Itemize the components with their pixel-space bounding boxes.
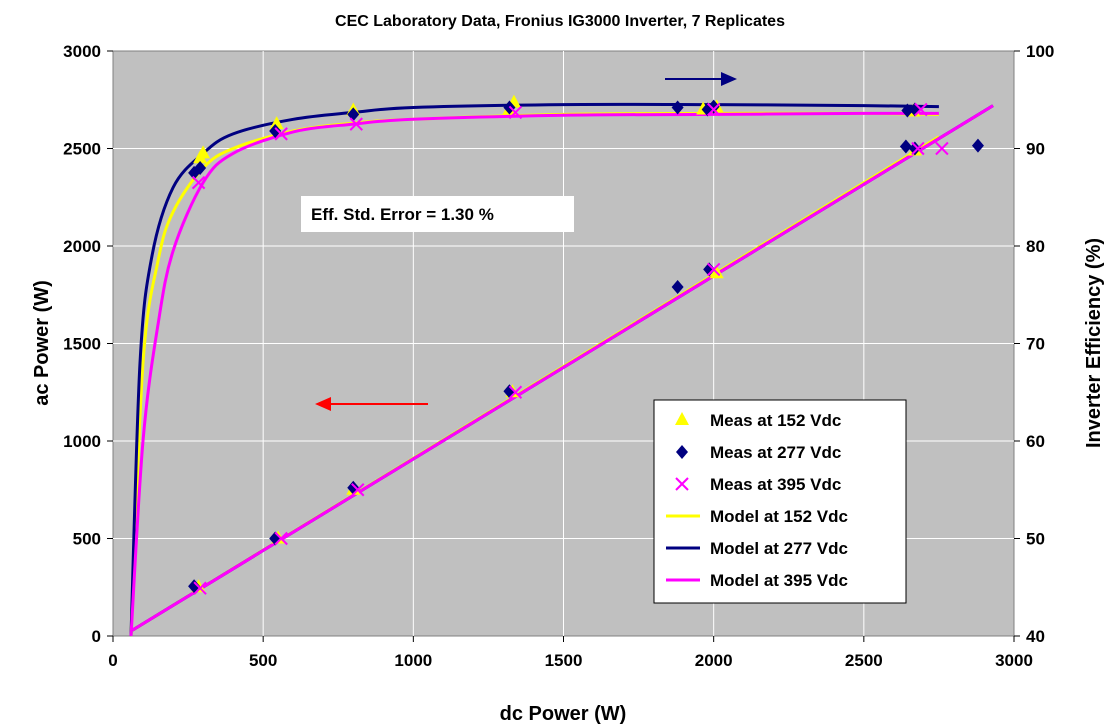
y2-tick-label: 70	[1026, 335, 1045, 354]
y-tick-label: 3000	[63, 42, 101, 61]
efficiency-point	[269, 123, 282, 138]
power-point	[899, 139, 912, 154]
x-axis: 0 500 1000 1500 2000 2500 3000	[108, 636, 1033, 670]
y2-tick-label: 90	[1026, 140, 1045, 159]
power-point	[508, 385, 523, 399]
annotation-text: Eff. Std. Error = 1.30 %	[311, 205, 494, 224]
x-tick-label: 500	[249, 651, 277, 670]
y-tick-label: 2000	[63, 237, 101, 256]
x-tick-label: 2500	[845, 651, 883, 670]
efficiency-point	[194, 161, 207, 175]
power-point	[971, 138, 984, 153]
y-tick-label: 500	[73, 530, 101, 549]
x-tick-label: 3000	[995, 651, 1033, 670]
y-tick-label: 1000	[63, 432, 101, 451]
measured-markers	[188, 94, 984, 595]
efficiency-point	[349, 117, 363, 131]
y2-tick-label: 60	[1026, 432, 1045, 451]
legend-swatch	[675, 412, 689, 425]
arrow-right-efficiency	[665, 72, 737, 86]
legend-label: Model at 152 Vdc	[710, 507, 848, 526]
y-axis: 0 500 1000 1500 2000 2500 3000	[63, 42, 113, 646]
legend-entry-meas-at-277-vdc: Meas at 277 Vdc	[676, 443, 841, 462]
efficiency-point	[269, 116, 284, 130]
y-tick-label: 1500	[63, 335, 101, 354]
power-point	[351, 483, 365, 497]
legend-label: Meas at 152 Vdc	[710, 411, 841, 430]
power-point	[703, 262, 716, 277]
power-point	[671, 279, 684, 294]
legend-entry-model-at-395-vdc: Model at 395 Vdc	[666, 571, 848, 590]
efficiency-point	[706, 102, 721, 117]
power-line-model-at-395-vdc	[131, 104, 994, 632]
efficiency-point	[901, 103, 914, 118]
y2-tick-label: 50	[1026, 530, 1045, 549]
legend: Meas at 152 Vdc Meas at 277 Vdc Meas at 39…	[653, 399, 907, 604]
chart-title: CEC Laboratory Data, Fronius IG3000 Inve…	[335, 13, 785, 30]
y2-tick-label: 100	[1026, 42, 1054, 61]
power-point	[706, 262, 721, 277]
y-tick-label: 2500	[63, 140, 101, 159]
legend-entry-model-at-152-vdc: Model at 152 Vdc	[666, 507, 848, 526]
legend-label: Meas at 277 Vdc	[710, 443, 841, 462]
efficiency-point	[508, 105, 523, 120]
legend-swatch	[676, 445, 688, 459]
power-point	[274, 531, 288, 546]
y-tick-label: 0	[92, 627, 101, 646]
y2-axis-label: Inverter Efficiency (%)	[1083, 238, 1105, 448]
y2-axis: 40 50 60 70 80 90 100	[1014, 42, 1054, 646]
x-tick-label: 0	[108, 651, 117, 670]
x-tick-label: 2000	[695, 651, 733, 670]
x-tick-label: 1000	[394, 651, 432, 670]
legend-entry-model-at-277-vdc: Model at 277 Vdc	[666, 539, 848, 558]
annotation-box: Eff. Std. Error = 1.30 %	[301, 196, 574, 232]
legend-swatch	[675, 477, 689, 491]
y2-tick-label: 40	[1026, 627, 1045, 646]
legend-label: Model at 395 Vdc	[710, 571, 848, 590]
efficiency-point	[196, 145, 211, 159]
power-point	[193, 581, 207, 595]
power-point	[935, 141, 949, 156]
y2-tick-label: 80	[1026, 237, 1045, 256]
efficiency-point	[914, 102, 928, 117]
efficiency-point	[671, 100, 684, 115]
efficiency-point	[347, 107, 360, 122]
y-axis-label: ac Power (W)	[31, 280, 53, 406]
legend-label: Meas at 395 Vdc	[710, 475, 841, 494]
power-point	[908, 141, 921, 156]
x-axis-label: dc Power (W)	[500, 703, 627, 725]
legend-entry-meas-at-152-vdc: Meas at 152 Vdc	[675, 411, 841, 430]
power-point	[911, 141, 925, 156]
efficiency-point	[191, 175, 206, 190]
arrow-left-power	[315, 397, 428, 411]
legend-entry-meas-at-395-vdc: Meas at 395 Vdc	[675, 475, 841, 494]
power-point	[188, 579, 201, 594]
legend-label: Model at 277 Vdc	[710, 539, 848, 558]
efficiency-point	[707, 99, 720, 114]
efficiency-point	[274, 127, 288, 141]
x-tick-label: 1500	[545, 651, 583, 670]
